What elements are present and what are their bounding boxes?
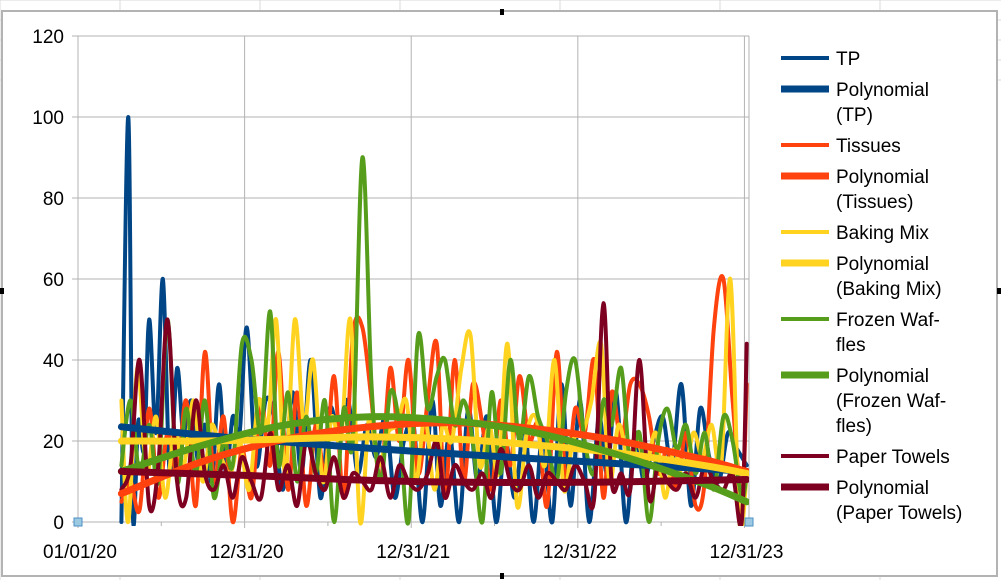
legend-label: Polynomial (TP) bbox=[836, 80, 929, 126]
legend-label: TP bbox=[836, 49, 860, 70]
y-tick-label: 40 bbox=[43, 351, 64, 372]
resize-handle[interactable] bbox=[0, 288, 4, 294]
legend-label: Frozen Waf-fles bbox=[836, 310, 940, 356]
selection-handles bbox=[0, 9, 1001, 579]
axis-selection-handle[interactable] bbox=[744, 517, 754, 527]
legend: TP Polynomial (TP) Tissues Polynomial (Tissue… bbox=[781, 49, 962, 524]
legend-label: Polynomial (Tissues) bbox=[836, 167, 929, 213]
y-tick-label: 100 bbox=[32, 108, 64, 129]
series-line-polynomial-frozen-waffles[interactable] bbox=[117, 413, 749, 506]
series-line-polynomial-tp[interactable] bbox=[117, 423, 749, 475]
x-tick-label: 12/31/21 bbox=[376, 542, 450, 563]
x-tick-label: 12/31/20 bbox=[210, 542, 284, 563]
x-tick-label: 12/31/22 bbox=[543, 542, 617, 563]
resize-handle[interactable] bbox=[997, 288, 1001, 294]
resize-handle[interactable] bbox=[500, 9, 504, 15]
legend-label: Paper Towels bbox=[836, 447, 950, 468]
x-tick-label: 12/31/23 bbox=[709, 542, 783, 563]
y-tick-label: 120 bbox=[32, 27, 64, 48]
y-tick-label: 60 bbox=[43, 270, 64, 291]
x-tick-label: 01/01/20 bbox=[43, 542, 117, 563]
legend-label: Polynomial (Baking Mix) bbox=[836, 254, 942, 300]
legend-label: Polynomial (Frozen Waf-fles) bbox=[836, 366, 946, 437]
series-clip bbox=[117, 114, 749, 526]
legend-label: Polynomial (Paper Towels) bbox=[836, 478, 962, 524]
series-line-polynomial-paper-towels[interactable] bbox=[117, 467, 749, 486]
legend-label: Tissues bbox=[836, 136, 901, 157]
legend-label: Baking Mix bbox=[836, 223, 929, 244]
y-tick-label: 20 bbox=[43, 432, 64, 453]
axis-selection-handle[interactable] bbox=[73, 517, 83, 527]
series-group bbox=[117, 114, 749, 526]
resize-handle[interactable] bbox=[500, 573, 504, 579]
y-tick-label: 0 bbox=[53, 513, 64, 534]
axes: 0 20 40 60 80 100 120 01/01/20 12/31/20 12/31/21 1… bbox=[32, 27, 783, 563]
y-tick-label: 80 bbox=[43, 189, 64, 210]
